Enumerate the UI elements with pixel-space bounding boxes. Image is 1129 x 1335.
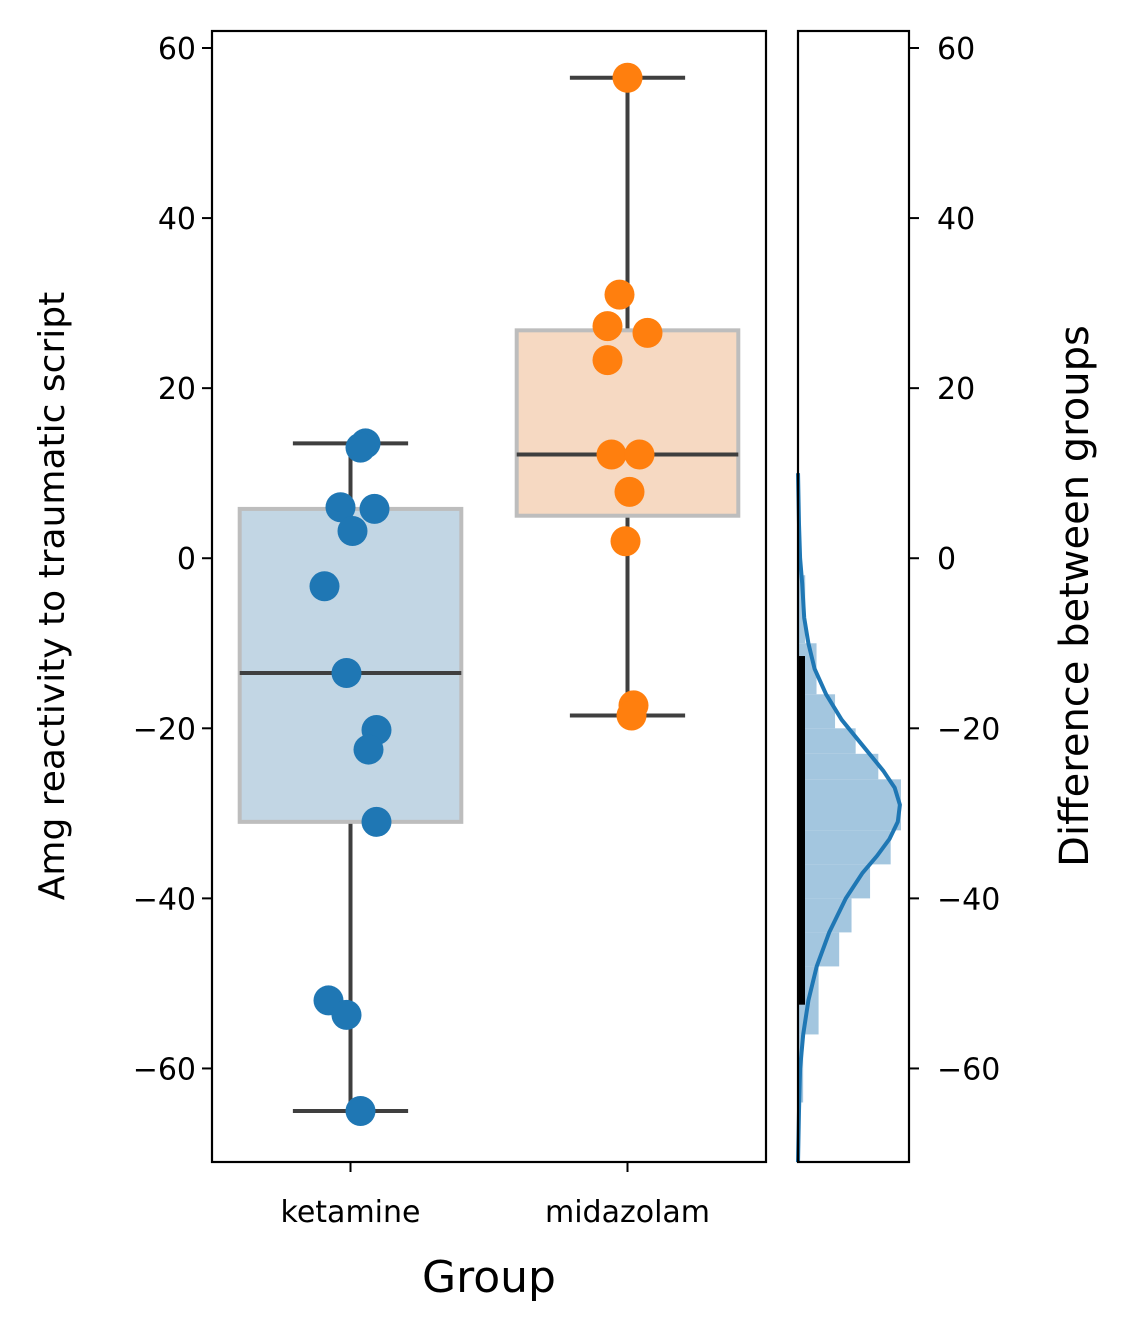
x-axis-ticks: ketamine midazolam (281, 1162, 710, 1230)
right-y-tick-label: −60 (937, 1052, 1000, 1087)
data-point (345, 1095, 376, 1126)
data-point (337, 516, 368, 547)
data-point (331, 658, 362, 689)
right-y-tick-label: 0 (937, 542, 956, 577)
histogram-bar (798, 753, 879, 780)
data-point (325, 492, 356, 523)
data-point (616, 700, 647, 731)
data-point (604, 279, 635, 310)
right-y-axis-ticks: −60 −40 −20 0 20 40 60 (909, 32, 1000, 1087)
right-y-tick-label: 60 (937, 32, 975, 67)
histogram-bar (798, 575, 806, 644)
data-point (353, 734, 384, 765)
histogram-bar (798, 830, 891, 865)
x-axis-label: Group (422, 1252, 556, 1303)
histogram-bar (798, 779, 901, 831)
y-axis-ticks: −60 −40 −20 0 20 40 60 (133, 32, 212, 1087)
data-point (596, 439, 627, 470)
y-tick-label: −40 (133, 882, 196, 917)
right-y-tick-label: −40 (937, 882, 1000, 917)
data-point (624, 439, 655, 470)
box-groups (237, 62, 741, 1126)
y-tick-label: 60 (158, 32, 196, 67)
right-y-axis-label: Difference between groups (1052, 325, 1098, 867)
difference-histogram (798, 473, 901, 1162)
data-point (632, 317, 663, 348)
data-point (345, 432, 376, 463)
data-point (361, 806, 392, 837)
data-point (592, 311, 623, 342)
y-tick-label: 40 (158, 202, 196, 237)
y-tick-label: −60 (133, 1052, 196, 1087)
x-tick-label: midazolam (545, 1195, 710, 1230)
data-point (610, 526, 641, 557)
right-y-tick-label: 40 (937, 202, 975, 237)
data-point (331, 999, 362, 1030)
right-y-tick-label: 20 (937, 372, 975, 407)
difference-interval-bar (798, 656, 805, 1005)
density-panel: −60 −40 −20 0 20 40 60 Difference between grou… (796, 29, 1098, 1164)
data-point (614, 476, 645, 507)
y-tick-label: 20 (158, 372, 196, 407)
difference-kde-curve (796, 473, 902, 1163)
y-tick-label: −20 (133, 712, 196, 747)
y-tick-label: 0 (177, 542, 196, 577)
data-point (592, 345, 623, 376)
data-point (309, 571, 340, 602)
density-panel-frame (796, 29, 911, 1164)
box-panel-frame (210, 29, 768, 1164)
x-tick-label: ketamine (281, 1195, 421, 1230)
box-group-ketamine (237, 428, 464, 1126)
data-point (612, 62, 643, 93)
right-y-tick-label: −20 (937, 712, 1000, 747)
y-axis-label: Amg reactivity to traumatic script (32, 292, 73, 900)
histogram-bar (798, 728, 856, 754)
data-point (359, 493, 390, 524)
box-group-midazolam (514, 62, 741, 731)
box-panel: −60 −40 −20 0 20 40 60 ketamine midazolam Group… (32, 29, 768, 1303)
